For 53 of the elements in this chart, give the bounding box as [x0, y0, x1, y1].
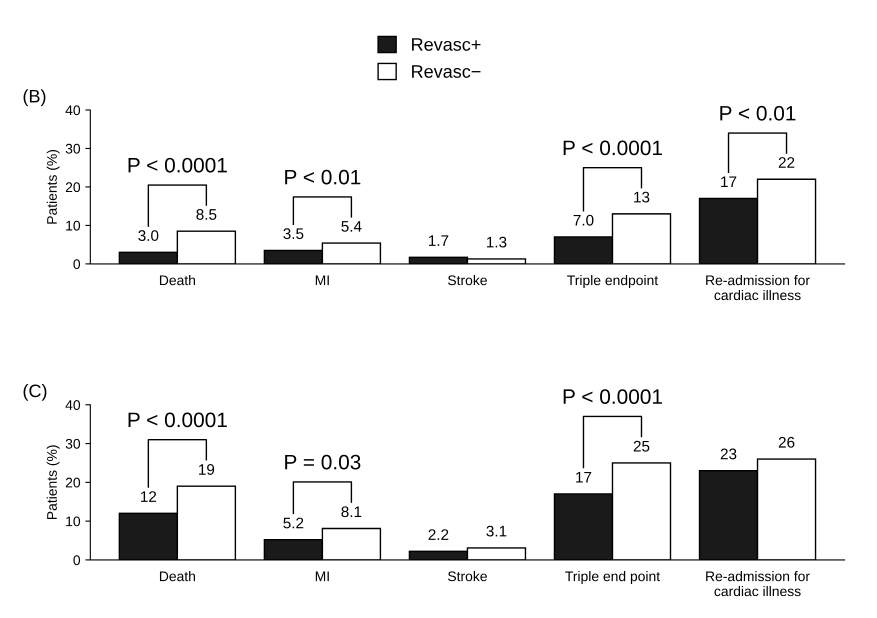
annotation: P < 0.0001: [128, 158, 227, 173]
data-label: 13: [634, 192, 650, 203]
y-tick-label: 30: [66, 144, 80, 154]
text: P < 0.0001: [564, 389, 662, 404]
data-label: 8.1: [341, 506, 362, 518]
data-label: 3.1: [486, 526, 506, 537]
annotation: P = 0.03: [285, 454, 360, 470]
data-label: 1.7: [428, 235, 448, 246]
y-tick-label: 20: [66, 182, 80, 192]
x-tick-label: Stroke: [448, 571, 487, 582]
data-label: 12: [141, 491, 156, 502]
x-tick-label: Re-admission for cardiac illness: [706, 274, 810, 300]
y-tick-label: 0: [73, 555, 80, 566]
data-label: 7.0: [574, 214, 594, 226]
y-tick-label: 10: [66, 516, 80, 526]
data-label: 19: [199, 464, 214, 475]
data-label: 25: [634, 440, 650, 452]
text: (C): [24, 384, 46, 401]
y-axis-title: Patients (%): [46, 445, 60, 520]
data-label: 17: [576, 472, 592, 482]
data-label: 22: [778, 157, 794, 168]
annotation: P < 0.0001: [564, 140, 662, 156]
y-tick-label: 10: [66, 220, 80, 231]
data-label: 5.2: [283, 518, 304, 528]
data-label: 23: [720, 448, 736, 460]
annotation: P < 0.01: [720, 106, 796, 121]
x-tick-label: Re-admission for cardiac illness: [706, 571, 810, 596]
data-label: 26: [778, 436, 794, 448]
x-tick-label: Stroke: [448, 274, 487, 286]
y-tick-label: 0: [73, 259, 80, 270]
y-axis-title: Patients (%): [46, 150, 60, 224]
x-tick-label: MI: [316, 572, 329, 582]
data-label: 2.2: [428, 529, 448, 540]
data-label: 3.5: [283, 228, 304, 240]
y-tick-label: 20: [66, 478, 80, 488]
data-label: 5.4: [341, 221, 362, 232]
data-label: 1.3: [486, 236, 506, 248]
y-tick-label: 30: [66, 438, 80, 449]
data-label: 17: [721, 176, 736, 187]
y-tick-label: 40: [65, 105, 80, 116]
data-label: 8.5: [196, 209, 216, 220]
y-tick-label: 40: [65, 400, 80, 410]
text: (B): [24, 89, 46, 106]
x-tick-label: Death: [160, 274, 195, 286]
legend-label: Revasc−: [412, 65, 480, 78]
x-tick-label: Triple end point: [565, 571, 660, 584]
legend-label: Revasc+: [412, 38, 480, 51]
data-label: 3.0: [138, 230, 158, 241]
x-tick-label: Death: [160, 571, 195, 582]
annotation: P < 0.0001: [128, 412, 227, 428]
x-tick-label: Triple endpoint: [567, 274, 658, 288]
x-tick-label: MI: [316, 276, 329, 286]
annotation: P < 0.01: [285, 170, 360, 184]
